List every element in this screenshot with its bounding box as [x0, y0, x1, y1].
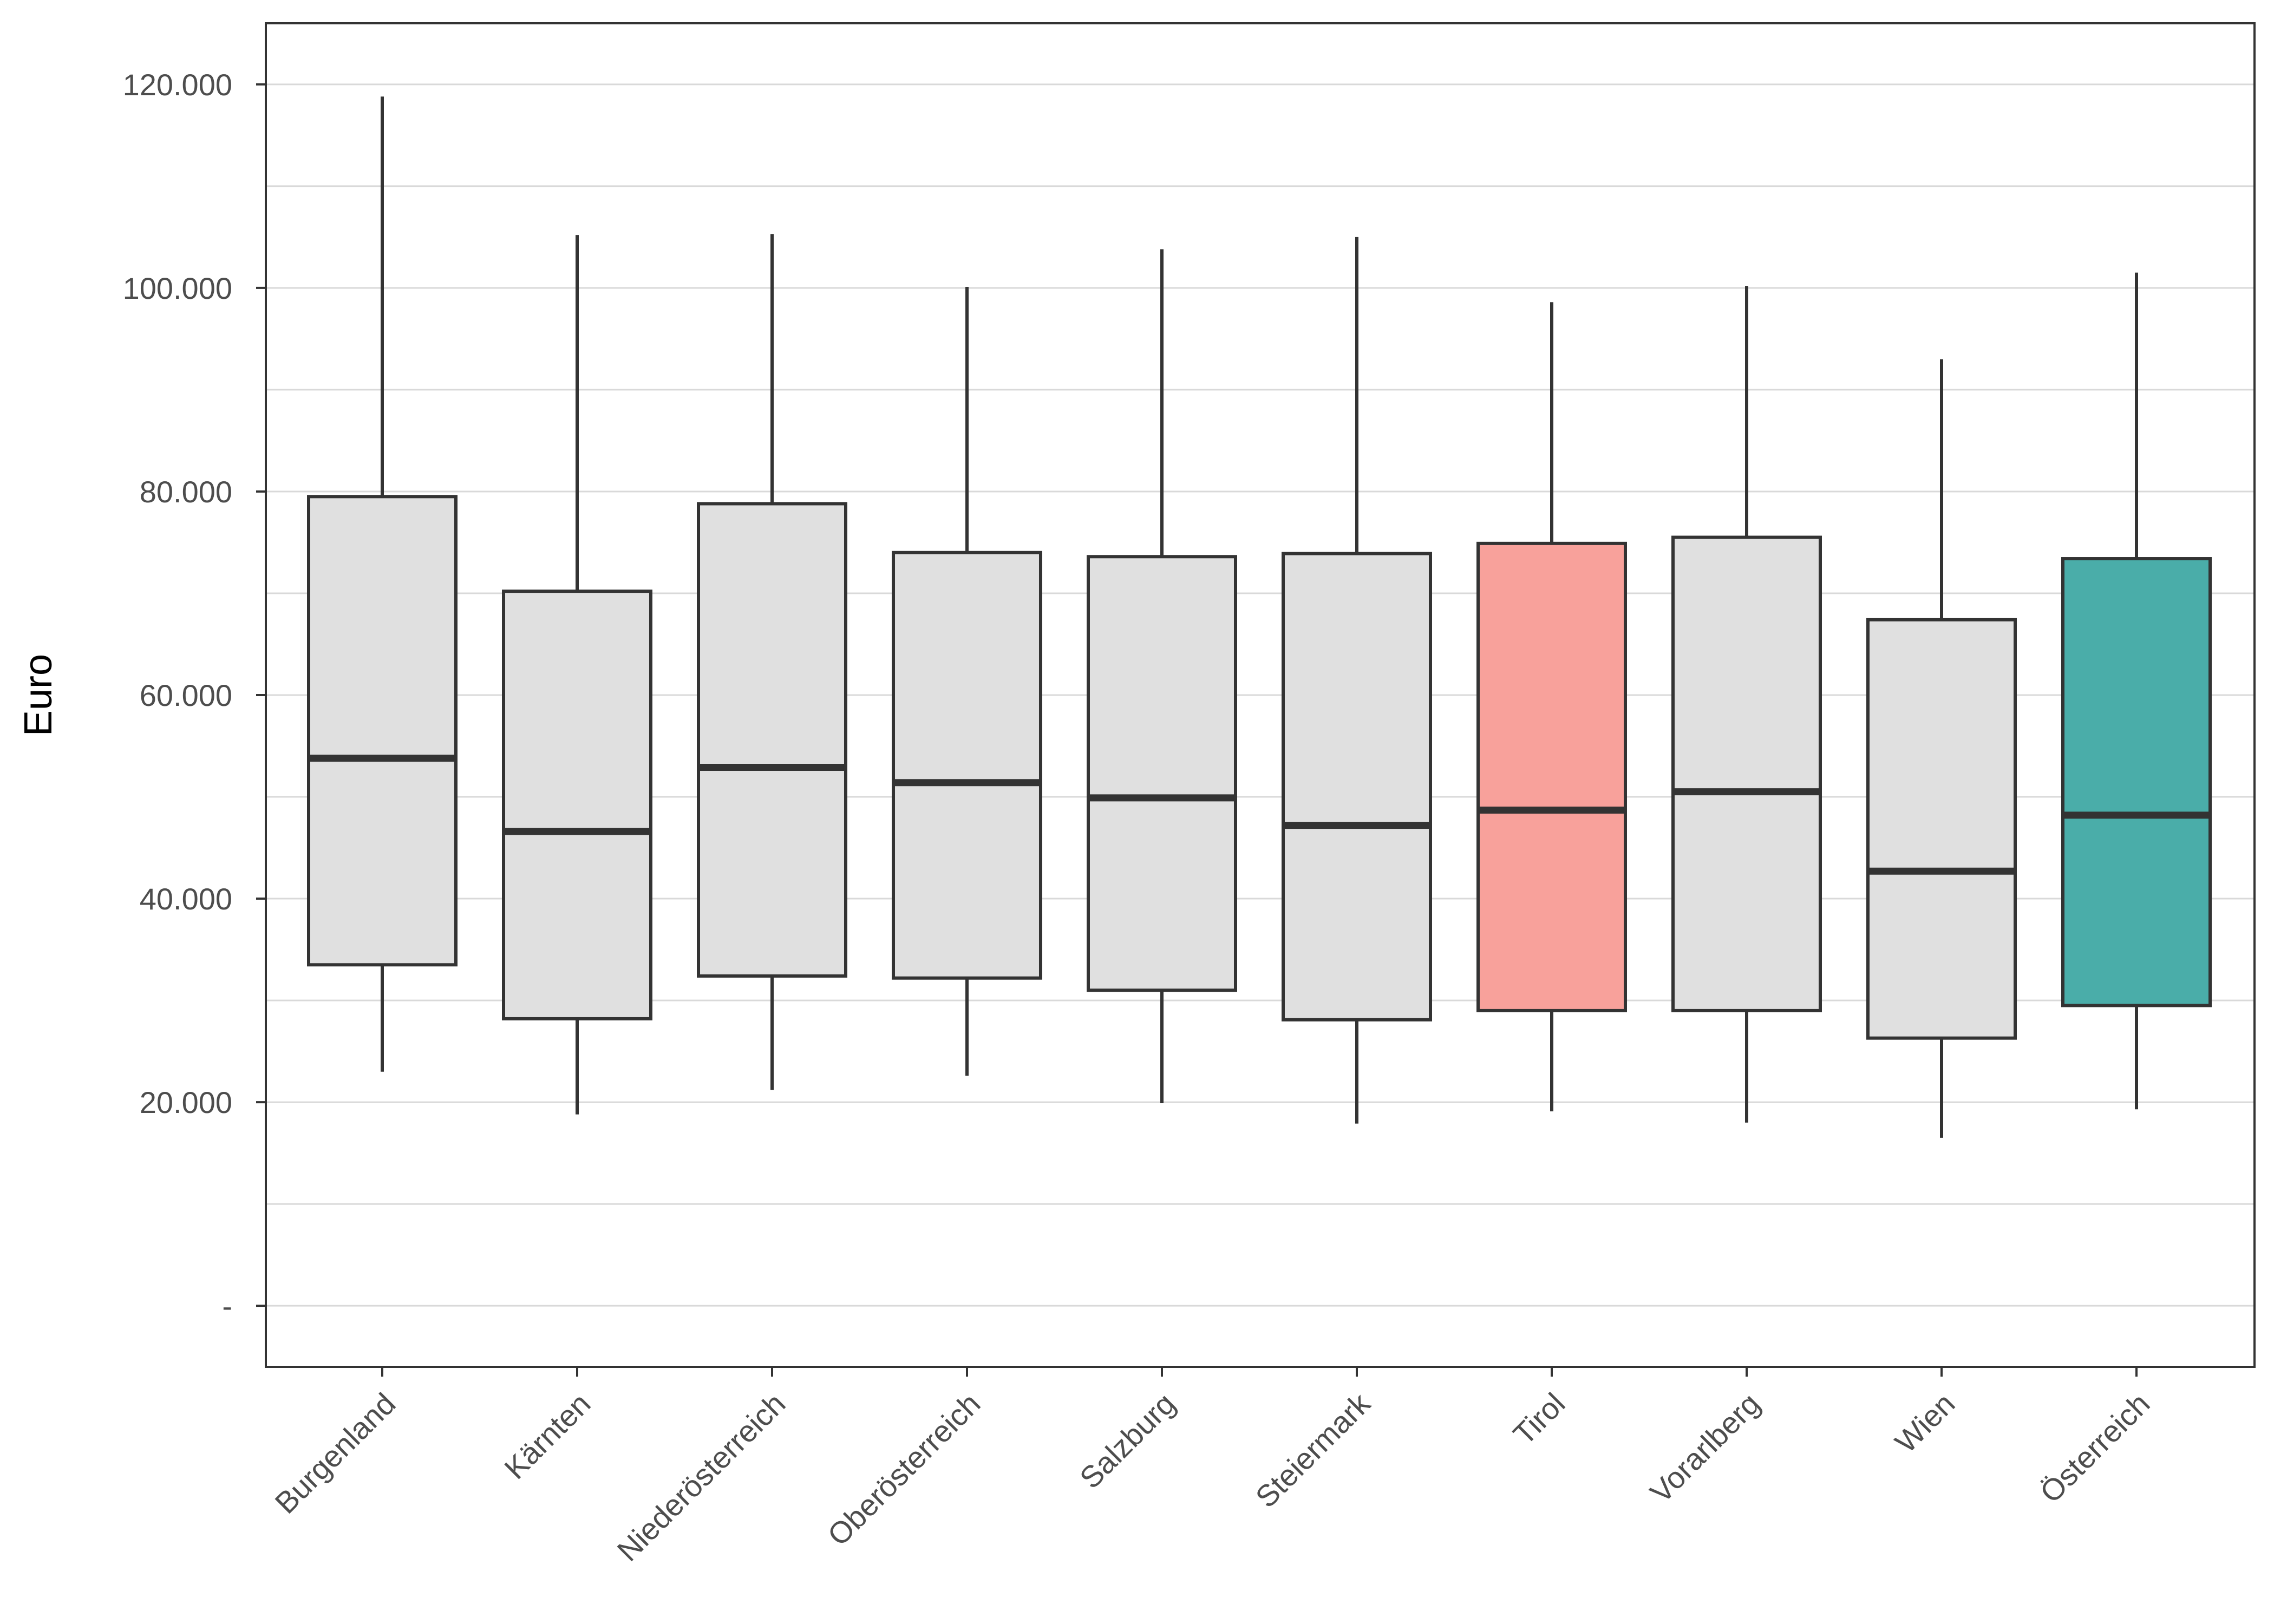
- y-tick-label: 20.000: [140, 1085, 232, 1119]
- iqr-box: [1476, 541, 1627, 1012]
- box-wien: [1866, 359, 2017, 1138]
- x-tick-label: Tirol: [1506, 1386, 1571, 1451]
- boxes: [307, 96, 2212, 1138]
- box-oberösterreich: [892, 286, 1042, 1076]
- x-tick-label: Salzburg: [1073, 1386, 1182, 1495]
- iqr-box: [892, 551, 1042, 980]
- x-tick-label: Kärnten: [498, 1386, 597, 1485]
- iqr-box: [1671, 535, 1822, 1012]
- box-salzburg: [1087, 249, 1237, 1104]
- y-axis: - 20.000 40.000 60.000 80.000 100.000 120.000: [123, 68, 266, 1323]
- y-tick-label: 80.000: [140, 475, 232, 509]
- y-axis-title: Euro: [17, 654, 60, 736]
- box-vorarlberg: [1671, 286, 1822, 1123]
- x-tick-label: Burgenland: [268, 1386, 402, 1520]
- x-tick-label: Niederösterreich: [610, 1386, 792, 1568]
- iqr-box: [502, 590, 652, 1020]
- y-tick-label: 40.000: [140, 882, 232, 916]
- y-tick-label: 60.000: [140, 678, 232, 712]
- iqr-box: [1282, 552, 1432, 1021]
- box-burgenland: [307, 96, 458, 1072]
- box-steiermark: [1282, 237, 1432, 1124]
- box-kärnten: [502, 235, 652, 1115]
- iqr-box: [2061, 557, 2212, 1007]
- iqr-box: [697, 502, 847, 978]
- iqr-box: [307, 495, 458, 967]
- x-tick-label: Österreich: [2033, 1386, 2156, 1509]
- iqr-box: [1866, 618, 2017, 1040]
- y-tick-label: 100.000: [123, 271, 232, 305]
- y-tick-label: 120.000: [123, 68, 232, 102]
- iqr-box: [1087, 555, 1237, 992]
- box-niederösterreich: [697, 234, 847, 1090]
- y-tick-label: -: [222, 1289, 232, 1323]
- box-tirol: [1476, 302, 1627, 1112]
- x-tick-label: Vorarlberg: [1643, 1386, 1766, 1509]
- x-tick-label: Wien: [1889, 1386, 1962, 1459]
- x-tick-label: Oberösterreich: [821, 1386, 986, 1552]
- box-österreich: [2061, 272, 2212, 1110]
- x-axis: Burgenland Kärnten Niederösterreich Oberöst…: [268, 1367, 2156, 1568]
- x-tick-label: Steiermark: [1249, 1386, 1377, 1514]
